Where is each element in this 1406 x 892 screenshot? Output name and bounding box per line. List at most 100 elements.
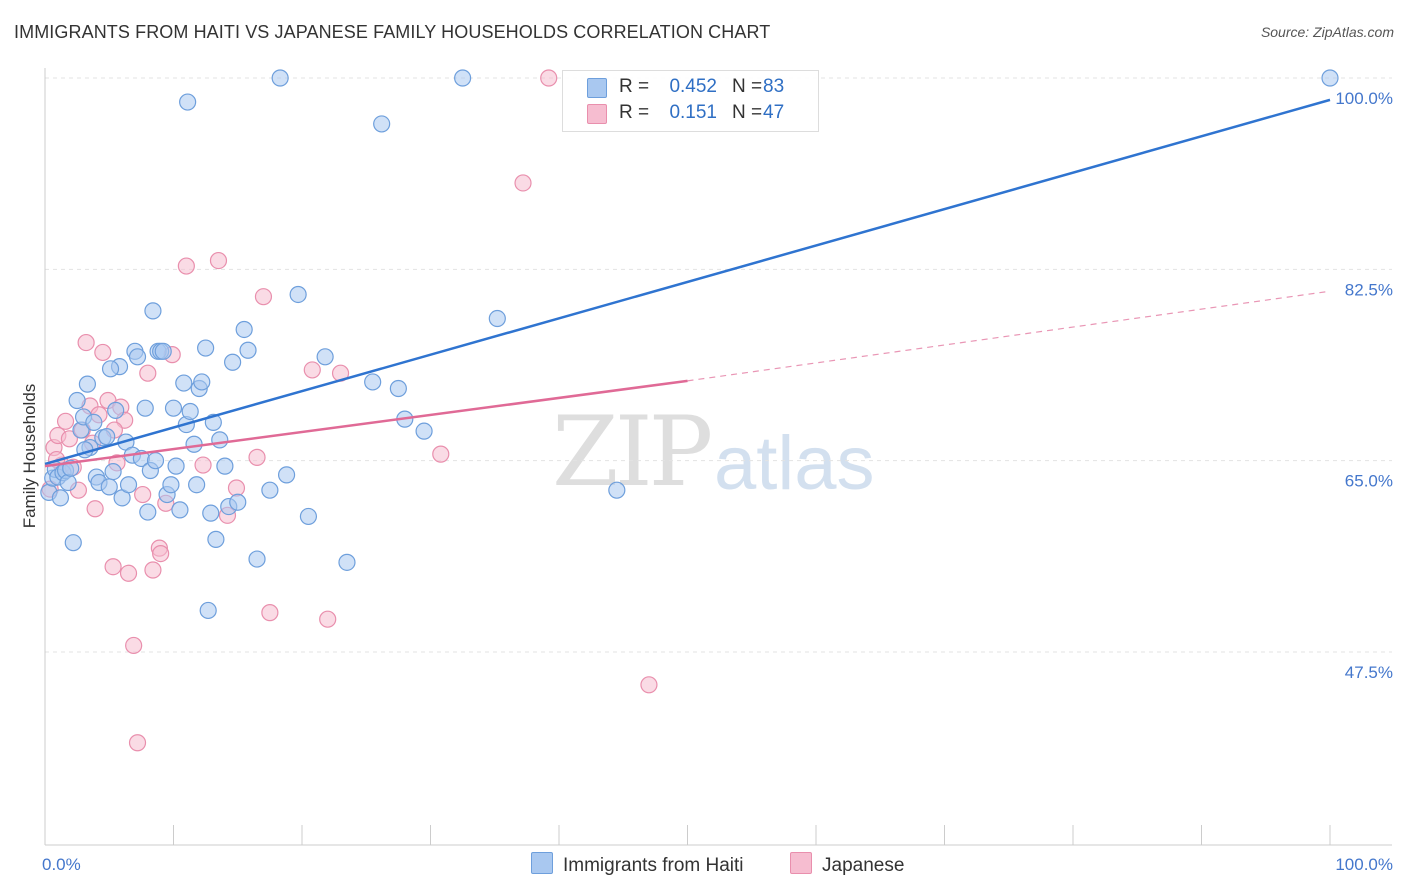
y-tick-label: 47.5% bbox=[1345, 663, 1393, 682]
legend-r-value: 0.151 bbox=[669, 102, 717, 123]
haiti-point bbox=[179, 93, 197, 111]
japanese-point bbox=[125, 636, 143, 655]
bottom-legend-japanese[interactable]: Japanese bbox=[790, 852, 904, 877]
japanese-point bbox=[177, 257, 195, 275]
haiti-point bbox=[261, 481, 279, 499]
watermark-atlas: atlas bbox=[714, 421, 875, 506]
y-axis-title: Family Households bbox=[20, 383, 39, 529]
bottom-legend-swatch-haiti bbox=[531, 852, 553, 874]
axes bbox=[44, 68, 1392, 846]
haiti-point bbox=[175, 374, 193, 392]
trend-lines bbox=[44, 98, 1331, 468]
japanese-point bbox=[432, 445, 450, 463]
legend-r-value: 0.452 bbox=[669, 76, 717, 97]
japanese-point bbox=[60, 430, 79, 448]
haiti-point bbox=[146, 452, 165, 470]
legend-n-value: 47 bbox=[763, 102, 785, 123]
legend-n-value: 83 bbox=[763, 76, 785, 97]
haiti-point bbox=[164, 399, 183, 417]
japanese-point bbox=[144, 561, 162, 579]
y-tick-label: 100.0% bbox=[1335, 89, 1393, 108]
japanese-point bbox=[194, 456, 212, 474]
haiti-point bbox=[128, 348, 147, 366]
japanese-point bbox=[319, 610, 337, 628]
japanese-point bbox=[152, 544, 170, 563]
x-tick-label: 0.0% bbox=[42, 855, 81, 874]
haiti-point bbox=[181, 402, 199, 421]
haiti-point bbox=[224, 353, 242, 371]
japanese-point bbox=[139, 364, 157, 382]
haiti-point bbox=[338, 553, 356, 571]
legend-n-label: N = bbox=[732, 76, 763, 97]
haiti-point bbox=[154, 342, 172, 360]
haiti-point bbox=[207, 530, 225, 548]
bottom-legend-haiti[interactable]: Immigrants from Haiti bbox=[531, 852, 744, 877]
haiti-point bbox=[216, 457, 234, 475]
haiti-point bbox=[188, 476, 206, 494]
haiti-point bbox=[488, 309, 506, 328]
legend-n-label: N = bbox=[732, 102, 763, 123]
haiti-point bbox=[107, 401, 125, 419]
japanese-point bbox=[134, 485, 152, 504]
legend-r-label: R = bbox=[619, 102, 650, 123]
source-label: Source: ZipAtlas.com bbox=[1260, 24, 1394, 40]
haiti-point bbox=[119, 476, 138, 494]
haiti-point bbox=[68, 391, 86, 410]
japanese-point bbox=[119, 564, 138, 582]
x-tick-label: 100.0% bbox=[1335, 855, 1393, 874]
grid-lines bbox=[45, 77, 1392, 653]
haiti-point bbox=[248, 550, 266, 568]
haiti-trend-line bbox=[44, 98, 1331, 466]
haiti-point bbox=[171, 501, 189, 519]
japanese-point bbox=[209, 251, 228, 270]
haiti-point bbox=[51, 489, 70, 507]
haiti-point bbox=[185, 435, 203, 453]
haiti-point bbox=[211, 431, 229, 449]
japanese-trend-extension bbox=[687, 290, 1331, 382]
haiti-point bbox=[85, 413, 103, 431]
haiti-point bbox=[316, 348, 334, 366]
haiti-point bbox=[98, 428, 116, 446]
japanese-point bbox=[104, 558, 122, 576]
japanese-point bbox=[261, 604, 279, 622]
japanese-point bbox=[77, 333, 95, 352]
haiti-point bbox=[229, 493, 247, 511]
japanese-point bbox=[86, 500, 104, 518]
haiti-point bbox=[193, 373, 211, 391]
japanese-point bbox=[94, 343, 112, 362]
japanese-point bbox=[254, 288, 273, 306]
haiti-point bbox=[1321, 69, 1339, 87]
haiti-point bbox=[139, 503, 157, 521]
correlation-legend: R = 0.452 N = 83 R = 0.151 N = 47 bbox=[562, 70, 819, 132]
legend-swatch-japanese bbox=[587, 104, 607, 124]
haiti-point bbox=[101, 360, 120, 378]
haiti-point bbox=[104, 463, 122, 481]
haiti-point bbox=[162, 476, 180, 494]
japanese-point bbox=[540, 69, 558, 87]
y-tick-label: 65.0% bbox=[1345, 472, 1393, 491]
haiti-point bbox=[415, 422, 433, 440]
haiti-point bbox=[454, 69, 472, 87]
bottom-legend-label-haiti: Immigrants from Haiti bbox=[563, 855, 744, 876]
haiti-point bbox=[239, 341, 257, 359]
haiti-point bbox=[271, 69, 289, 87]
legend-r-label: R = bbox=[619, 76, 650, 97]
japanese-trend-line bbox=[44, 379, 688, 468]
bottom-legend-label-japanese: Japanese bbox=[822, 855, 905, 876]
haiti-point bbox=[136, 399, 154, 417]
haiti-point bbox=[167, 457, 185, 475]
haiti-point bbox=[235, 320, 253, 339]
japanese-point bbox=[227, 479, 246, 497]
haiti-point bbox=[100, 478, 118, 496]
haiti-point bbox=[202, 504, 220, 522]
japanese-point bbox=[248, 448, 266, 466]
haiti-point bbox=[277, 466, 296, 484]
haiti-point bbox=[364, 373, 382, 391]
haiti-point bbox=[608, 481, 626, 499]
haiti-point bbox=[59, 473, 77, 492]
haiti-point bbox=[64, 534, 82, 552]
japanese-point bbox=[640, 676, 658, 694]
chart-title: IMMIGRANTS FROM HAITI VS JAPANESE FAMILY… bbox=[14, 22, 771, 42]
y-tick-label: 82.5% bbox=[1345, 280, 1393, 299]
